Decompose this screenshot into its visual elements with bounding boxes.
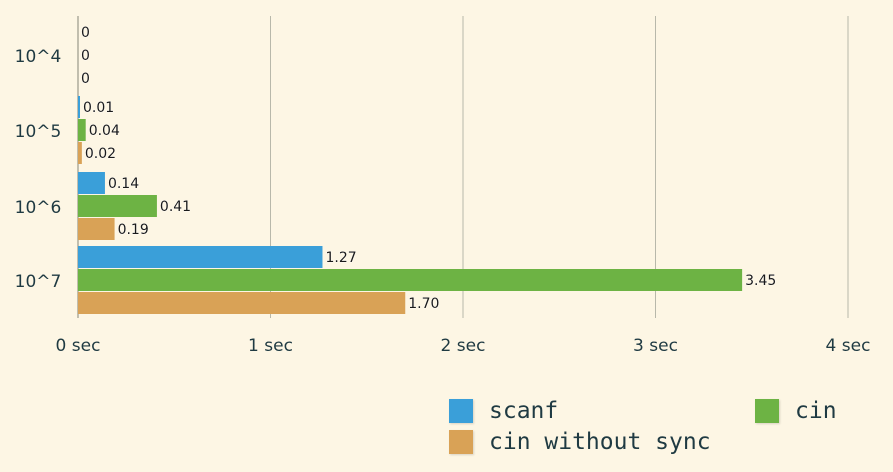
bar-3-0 xyxy=(78,246,323,268)
bar-value-label-0-2: 0 xyxy=(81,71,90,87)
bar-value-label-2-0: 0.14 xyxy=(108,176,139,192)
x-tick-label-4: 4 sec xyxy=(826,336,871,356)
x-tick-label-0: 0 sec xyxy=(56,336,101,356)
bar-value-label-1-2: 0.02 xyxy=(85,146,116,162)
bar-value-label-2-2: 0.19 xyxy=(118,222,149,238)
y-tick-label-1: 10^5 xyxy=(15,122,62,142)
bar-2-2 xyxy=(78,218,115,240)
x-tick-label-2: 2 sec xyxy=(441,336,486,356)
x-tick-label-3: 3 sec xyxy=(633,336,678,356)
bar-1-1 xyxy=(78,119,86,141)
bar-value-label-1-0: 0.01 xyxy=(83,100,114,116)
bar-2-0 xyxy=(78,172,105,194)
bar-1-2 xyxy=(78,142,82,164)
bar-value-label-1-1: 0.04 xyxy=(89,123,120,139)
bar-value-label-3-1: 3.45 xyxy=(745,273,776,289)
bar-value-label-0-0: 0 xyxy=(81,25,90,41)
bar-3-1 xyxy=(78,269,743,291)
bar-value-label-2-1: 0.41 xyxy=(160,199,191,215)
y-tick-label-2: 10^6 xyxy=(15,198,62,218)
bar-1-0 xyxy=(78,96,80,118)
bar-value-label-0-1: 0 xyxy=(81,48,90,64)
bar-2-1 xyxy=(78,195,157,217)
bar-value-label-3-0: 1.27 xyxy=(325,250,356,266)
bar-3-2 xyxy=(78,292,406,314)
x-tick-label-1: 1 sec xyxy=(248,336,293,356)
bar-value-label-3-2: 1.70 xyxy=(408,296,439,312)
y-tick-label-0: 10^4 xyxy=(15,47,62,67)
y-tick-label-3: 10^7 xyxy=(15,272,62,292)
